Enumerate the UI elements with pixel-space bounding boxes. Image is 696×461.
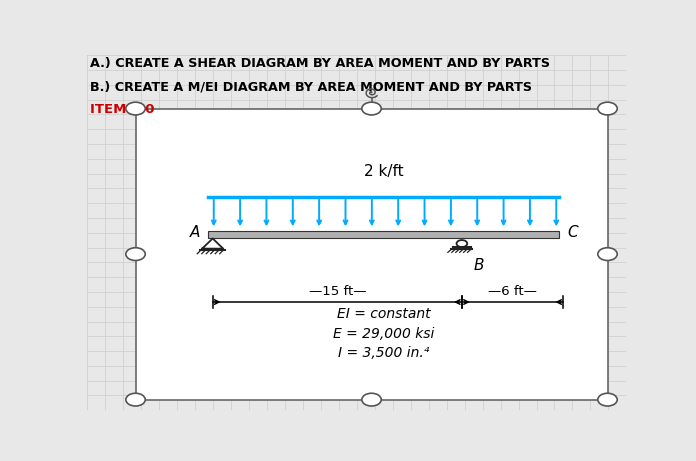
Text: C: C	[567, 225, 578, 240]
Circle shape	[126, 102, 145, 115]
Text: EI = constant: EI = constant	[337, 307, 431, 321]
Text: A: A	[190, 225, 200, 240]
Circle shape	[126, 248, 145, 260]
Text: B.) CREATE A M/EI DIAGRAM BY AREA MOMENT AND BY PARTS: B.) CREATE A M/EI DIAGRAM BY AREA MOMENT…	[90, 80, 532, 93]
Text: B: B	[474, 258, 484, 272]
Circle shape	[598, 393, 617, 406]
Circle shape	[598, 248, 617, 260]
Text: I = 3,500 in.⁴: I = 3,500 in.⁴	[338, 347, 429, 361]
Text: —6 ft—: —6 ft—	[488, 285, 537, 298]
Bar	[208, 230, 559, 238]
Text: E = 29,000 ksi: E = 29,000 ksi	[333, 327, 434, 341]
Text: A.) CREATE A SHEAR DIAGRAM BY AREA MOMENT AND BY PARTS: A.) CREATE A SHEAR DIAGRAM BY AREA MOMEN…	[90, 57, 550, 70]
Text: ITEM 1.0: ITEM 1.0	[90, 103, 155, 116]
Text: —15 ft—: —15 ft—	[308, 285, 366, 298]
Bar	[136, 108, 608, 400]
Circle shape	[126, 393, 145, 406]
Circle shape	[362, 102, 381, 115]
Circle shape	[362, 393, 381, 406]
Text: 2 k/ft: 2 k/ft	[364, 164, 404, 179]
Circle shape	[598, 102, 617, 115]
Circle shape	[457, 240, 467, 247]
